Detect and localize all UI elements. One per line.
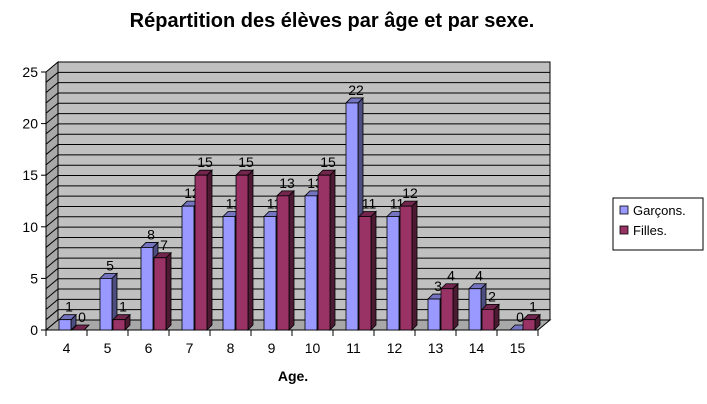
legend-swatch	[619, 225, 629, 235]
data-label: 0	[516, 309, 524, 325]
data-label: 11	[362, 195, 377, 211]
gridline	[45, 288, 550, 300]
x-tick-label: 11	[346, 340, 361, 356]
x-tick-label: 13	[428, 340, 444, 356]
bar-filles	[358, 210, 377, 331]
data-label: 1	[119, 299, 127, 315]
data-label: 12	[402, 185, 418, 201]
y-tick-label: 0	[30, 322, 38, 338]
y-tick-label: 20	[22, 116, 38, 132]
data-label: 0	[78, 309, 86, 325]
bar-filles	[522, 313, 541, 331]
gridline	[45, 133, 550, 145]
x-tick-label: 10	[305, 340, 321, 356]
data-label: 15	[320, 154, 336, 170]
y-tick-label: 5	[30, 270, 38, 286]
x-tick-label: 7	[186, 340, 194, 356]
gridline	[45, 113, 550, 124]
legend-label: Garçons.	[633, 203, 686, 218]
y-tick-label: 10	[22, 219, 38, 235]
data-label: 4	[447, 268, 455, 284]
x-tick-label: 14	[469, 340, 485, 356]
data-label: 22	[348, 82, 364, 98]
data-label: 15	[197, 154, 213, 170]
bar-garcons	[99, 272, 118, 331]
gridline	[45, 102, 550, 114]
bar-filles	[317, 169, 336, 331]
data-label: 1	[529, 299, 537, 315]
legend: Garçons. Filles.	[612, 197, 704, 251]
gridline	[45, 164, 550, 176]
x-tick-label: 5	[104, 340, 112, 356]
chart-title: Répartition des élèves par âge et par se…	[130, 10, 535, 32]
gridline	[45, 205, 550, 217]
data-label: 2	[488, 288, 496, 304]
gridline	[45, 216, 550, 228]
bar-filles	[153, 251, 172, 331]
gridline	[45, 195, 550, 207]
gridline	[45, 298, 550, 310]
data-label: 5	[106, 257, 114, 273]
x-tick-label: 8	[227, 340, 235, 356]
gridline	[45, 175, 550, 186]
bar-filles	[194, 169, 213, 331]
bar-filles	[440, 282, 459, 331]
gridline	[45, 226, 550, 238]
legend-swatch	[619, 205, 629, 215]
data-label: 1	[65, 299, 73, 315]
y-tick-label: 25	[22, 64, 38, 80]
gridline	[45, 278, 550, 290]
bar-garcons	[58, 313, 77, 331]
gridline	[45, 123, 550, 135]
legend-label: Filles.	[633, 223, 667, 238]
y-tick-label: 15	[22, 167, 38, 183]
gridline	[45, 257, 550, 269]
gridline	[45, 154, 550, 166]
data-label: 15	[238, 154, 254, 170]
side-wall	[45, 60, 59, 332]
data-label: 3	[434, 278, 442, 294]
bar-filles	[276, 189, 295, 331]
data-label: 4	[475, 268, 483, 284]
legend-box	[612, 197, 704, 251]
data-label: 8	[147, 226, 155, 242]
bar-filles	[71, 324, 90, 331]
data-label: 13	[279, 175, 295, 191]
gridline	[45, 267, 550, 279]
bar-filles	[235, 169, 254, 331]
x-tick-label: 15	[510, 340, 526, 356]
x-tick-label: 6	[145, 340, 153, 356]
bar-filles	[481, 303, 500, 331]
gridline	[45, 247, 550, 259]
gridline	[45, 309, 550, 321]
data-label: 7	[160, 237, 168, 253]
gridline	[45, 82, 550, 94]
x-axis-label: Age.	[278, 368, 308, 384]
gridline	[45, 92, 550, 104]
x-tick-label: 4	[63, 340, 71, 356]
gridline	[45, 236, 550, 248]
gridline	[45, 144, 550, 155]
bar-filles	[112, 313, 131, 331]
gridline	[45, 185, 550, 197]
x-tick-label: 9	[268, 340, 276, 356]
gridline	[45, 71, 550, 83]
bar-filles	[399, 200, 418, 331]
x-tick-label: 12	[387, 340, 403, 356]
